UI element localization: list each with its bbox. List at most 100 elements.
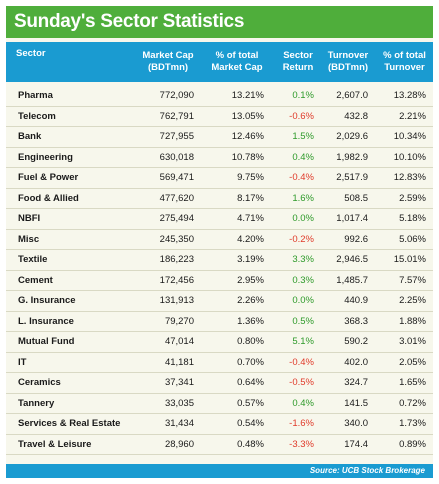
sector-cell: Tannery [18, 397, 55, 409]
sector-return-cell: 0.0% [292, 213, 314, 224]
sector-return-cell: 0.4% [292, 397, 314, 409]
pct-market-cap-cell: 0.70% [237, 356, 264, 368]
pct-turnover-cell: 10.34% [393, 131, 426, 142]
source-note: Source: UCB Stock Brokerage [6, 464, 433, 478]
pct-turnover-cell: 12.83% [393, 172, 426, 183]
pct-turnover-cell: 1.65% [399, 377, 426, 388]
pct-market-cap-cell: 0.48% [237, 438, 264, 450]
sector-cell: Misc [18, 233, 40, 245]
table-row: Travel & Leisure 28,960 0.48% -3.3% 174.4 0.8… [6, 435, 433, 455]
pct-turnover-cell: 1.88% [399, 315, 426, 327]
pct-market-cap-cell: 0.80% [237, 336, 264, 347]
turnover-cell: 1,982.9 [336, 151, 368, 163]
turnover-cell: 368.3 [344, 315, 368, 327]
header-pct-market-cap: % of total Market Cap [211, 50, 263, 73]
table-title: Sunday's Sector Statistics [6, 6, 433, 38]
pct-turnover-cell: 3.01% [399, 336, 426, 347]
sector-return-cell: 1.6% [292, 192, 314, 204]
pct-turnover-cell: 2.25% [399, 295, 426, 306]
pct-turnover-cell: 2.59% [399, 192, 426, 204]
header-sector-return: Sector Return [282, 50, 314, 73]
sector-cell: Services & Real Estate [18, 418, 121, 429]
sector-return-cell: -0.6% [289, 110, 314, 122]
sector-cell: Ceramics [18, 377, 61, 388]
sector-cell: G. Insurance [18, 295, 76, 306]
turnover-cell: 2,946.5 [336, 254, 368, 265]
table-row: Cement 172,456 2.95% 0.3% 1,485.7 7.57% [6, 271, 433, 291]
turnover-cell: 1,017.4 [336, 213, 368, 224]
market-cap-cell: 477,620 [159, 192, 194, 204]
pct-turnover-cell: 5.06% [399, 233, 426, 245]
market-cap-cell: 28,960 [164, 438, 194, 450]
turnover-cell: 432.8 [344, 110, 368, 122]
pct-market-cap-cell: 2.26% [237, 295, 264, 306]
table-row: Fuel & Power 569,471 9.75% -0.4% 2,517.9 12.8… [6, 168, 433, 189]
pct-turnover-cell: 15.01% [393, 254, 426, 265]
table-header: Sector Market Cap (BDTmn) % of total Mar… [6, 42, 433, 82]
header-pct-turnover: % of total Turnover [383, 50, 426, 73]
pct-turnover-cell: 1.73% [399, 418, 426, 429]
table-row: NBFI 275,494 4.71% 0.0% 1,017.4 5.18% [6, 209, 433, 230]
turnover-cell: 992.6 [344, 233, 368, 245]
pct-market-cap-cell: 10.78% [231, 151, 264, 163]
table-body: Pharma 772,090 13.21% 0.1% 2,607.0 13.28% Tele… [6, 86, 433, 455]
pct-market-cap-cell: 4.71% [237, 213, 264, 224]
sector-return-cell: 0.5% [292, 315, 314, 327]
table-row: L. Insurance 79,270 1.36% 0.5% 368.3 1.88% [6, 312, 433, 332]
table-row: G. Insurance 131,913 2.26% 0.0% 440.9 2.25% [6, 291, 433, 312]
market-cap-cell: 727,955 [159, 131, 194, 142]
pct-market-cap-cell: 12.46% [231, 131, 264, 142]
market-cap-cell: 772,090 [159, 90, 194, 101]
turnover-cell: 174.4 [344, 438, 368, 450]
market-cap-cell: 41,181 [164, 356, 194, 368]
turnover-cell: 324.7 [344, 377, 368, 388]
pct-market-cap-cell: 0.54% [237, 418, 264, 429]
turnover-cell: 402.0 [344, 356, 368, 368]
sector-cell: Fuel & Power [18, 172, 79, 183]
sector-return-cell: 0.1% [292, 90, 314, 101]
pct-market-cap-cell: 1.36% [237, 315, 264, 327]
sector-statistics-table: Sunday's Sector Statistics Sector Market… [6, 6, 433, 478]
table-row: Services & Real Estate 31,434 0.54% -1.6% 34… [6, 414, 433, 435]
pct-market-cap-cell: 9.75% [237, 172, 264, 183]
header-turnover: Turnover (BDTmn) [327, 50, 369, 73]
sector-return-cell: 0.3% [292, 274, 314, 286]
sector-return-cell: 0.4% [292, 151, 314, 163]
pct-market-cap-cell: 0.57% [237, 397, 264, 409]
sector-cell: Engineering [18, 151, 73, 163]
turnover-cell: 590.2 [344, 336, 368, 347]
sector-cell: L. Insurance [18, 315, 74, 327]
turnover-cell: 141.5 [344, 397, 368, 409]
header-sector: Sector [16, 48, 46, 59]
table-row: Ceramics 37,341 0.64% -0.5% 324.7 1.65% [6, 373, 433, 394]
sector-cell: Travel & Leisure [18, 438, 92, 450]
pct-market-cap-cell: 0.64% [237, 377, 264, 388]
turnover-cell: 2,517.9 [336, 172, 368, 183]
pct-market-cap-cell: 13.05% [231, 110, 264, 122]
table-row: Engineering 630,018 10.78% 0.4% 1,982.9 10.10… [6, 148, 433, 168]
sector-cell: IT [18, 356, 27, 368]
sector-cell: NBFI [18, 213, 41, 224]
pct-turnover-cell: 10.10% [393, 151, 426, 163]
turnover-cell: 2,607.0 [336, 90, 368, 101]
market-cap-cell: 37,341 [164, 377, 194, 388]
sector-return-cell: 1.5% [292, 131, 314, 142]
market-cap-cell: 47,014 [164, 336, 194, 347]
sector-cell: Bank [18, 131, 42, 142]
table-row: Telecom 762,791 13.05% -0.6% 432.8 2.21% [6, 107, 433, 127]
table-row: Food & Allied 477,620 8.17% 1.6% 508.5 2.59% [6, 189, 433, 209]
sector-cell: Textile [18, 254, 48, 265]
sector-return-cell: -3.3% [289, 438, 314, 450]
market-cap-cell: 31,434 [164, 418, 194, 429]
turnover-cell: 1,485.7 [336, 274, 368, 286]
table-row: Bank 727,955 12.46% 1.5% 2,029.6 10.34% [6, 127, 433, 148]
pct-market-cap-cell: 4.20% [237, 233, 264, 245]
table-row: Misc 245,350 4.20% -0.2% 992.6 5.06% [6, 230, 433, 250]
pct-turnover-cell: 2.21% [399, 110, 426, 122]
sector-cell: Mutual Fund [18, 336, 75, 347]
pct-market-cap-cell: 3.19% [237, 254, 264, 265]
market-cap-cell: 172,456 [159, 274, 194, 286]
pct-market-cap-cell: 8.17% [237, 192, 264, 204]
pct-turnover-cell: 0.72% [399, 397, 426, 409]
turnover-cell: 440.9 [344, 295, 368, 306]
